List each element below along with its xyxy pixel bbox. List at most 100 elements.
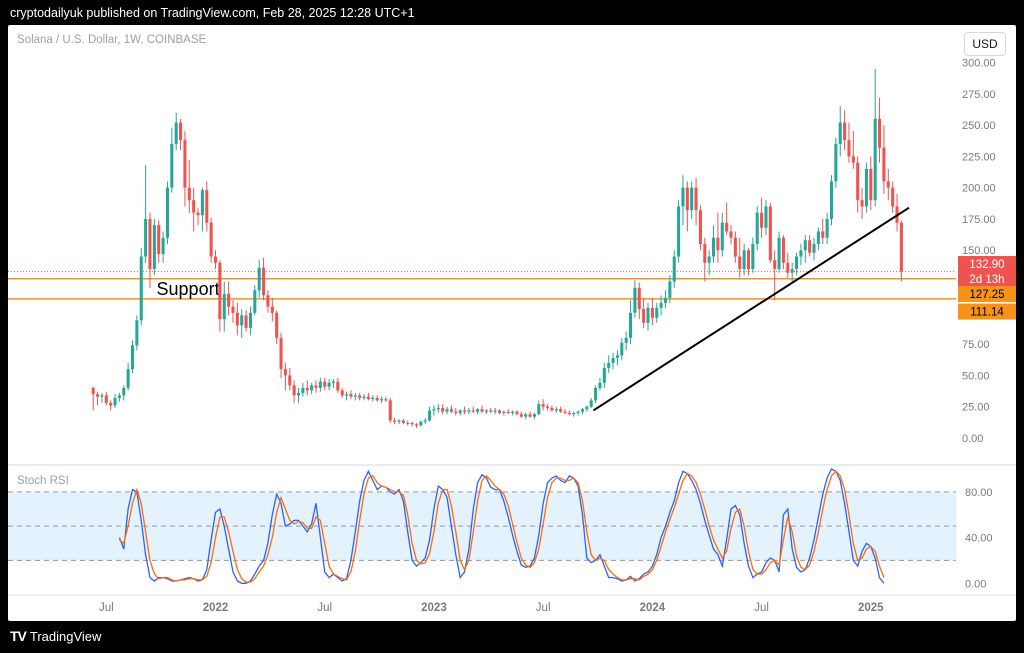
price-axis-tick: 150.00 <box>962 245 996 257</box>
candle-body <box>458 410 462 413</box>
candle-body <box>891 187 895 207</box>
candle-body <box>244 315 248 328</box>
candle-body <box>379 399 384 401</box>
candle-body <box>104 395 108 403</box>
candle-body <box>366 396 370 400</box>
candle-body <box>546 406 550 408</box>
candle-body <box>685 187 689 211</box>
candle-body <box>773 260 777 270</box>
candle-body <box>864 168 868 207</box>
candle-body <box>502 411 506 413</box>
price-label-bg <box>958 271 1016 288</box>
candle-body <box>834 143 838 182</box>
candle-body <box>860 200 864 207</box>
candle-body <box>799 250 803 257</box>
candle-body <box>856 162 860 201</box>
price-axis-tick: 300.00 <box>962 58 996 70</box>
price-axis-tick: 75.00 <box>962 339 990 351</box>
price-label: 132.90 <box>969 259 1004 271</box>
candle-body <box>611 357 615 363</box>
candle-body <box>541 404 545 407</box>
price-axis-tick: 0.00 <box>962 433 983 445</box>
candle-body <box>428 410 432 421</box>
candle-body <box>445 409 449 412</box>
tradingview-logo-icon: TV <box>10 628 27 644</box>
candle-body <box>821 231 825 238</box>
candle-body <box>550 407 554 411</box>
candle-body <box>506 411 510 413</box>
candle-body <box>659 302 663 308</box>
tradingview-footer[interactable]: TV TradingView <box>10 628 101 644</box>
time-axis-tick: 2022 <box>203 602 229 614</box>
price-label: 111.14 <box>970 307 1004 319</box>
candle-body <box>795 256 799 270</box>
publisher-header: cryptodailyuk published on TradingView.c… <box>10 6 415 20</box>
candle-body <box>633 287 637 313</box>
stoch-axis-tick: 0.00 <box>965 578 986 590</box>
candle-body <box>218 262 222 320</box>
candle-body <box>725 222 729 232</box>
candle-body <box>576 411 580 413</box>
candle-body <box>283 369 287 376</box>
candle-body <box>126 369 130 388</box>
candle-body <box>310 385 314 391</box>
candle-body <box>174 122 178 144</box>
candle-body <box>318 381 322 388</box>
candle-body <box>629 312 633 338</box>
candle-body <box>279 337 283 370</box>
candle-body <box>681 187 685 207</box>
candle-body <box>467 410 471 412</box>
candle-body <box>620 342 624 356</box>
candle-body <box>183 140 187 188</box>
candle-body <box>222 294 226 320</box>
candle-body <box>497 410 502 413</box>
price-label-bg <box>958 286 1016 303</box>
candle-body <box>266 295 270 307</box>
candle-body <box>100 395 104 397</box>
price-axis-tick: 250.00 <box>962 120 996 132</box>
price-axis-tick: 175.00 <box>962 214 996 226</box>
price-axis-tick: 275.00 <box>962 89 996 101</box>
candle-body <box>423 420 427 422</box>
price-axis-tick: 200.00 <box>962 183 996 195</box>
candle-body <box>672 256 676 282</box>
candle-body <box>646 307 650 323</box>
candle-body <box>144 218 148 257</box>
candle-body <box>449 409 453 412</box>
candle-body <box>563 411 567 413</box>
candle-body <box>345 394 349 396</box>
trendline <box>592 206 910 412</box>
candle-body <box>231 306 235 313</box>
candle-body <box>694 187 698 211</box>
candle-body <box>314 385 318 388</box>
price-label-bg <box>958 256 1016 273</box>
price-label-bg <box>958 303 1016 320</box>
chart-svg[interactable]: 300.00 275.00 250.00 225.00 200.00 175.00 150.… <box>8 25 1016 621</box>
candle-body <box>489 410 493 412</box>
candle-body <box>580 409 585 412</box>
candle-body <box>432 409 436 411</box>
candle-body <box>567 412 571 415</box>
candle-body <box>847 140 851 157</box>
candle-body <box>777 237 781 270</box>
candle-body <box>179 122 183 141</box>
candle-body <box>594 387 598 401</box>
candle-body <box>157 225 161 254</box>
candle-body <box>655 307 659 318</box>
candle-body <box>712 237 716 257</box>
time-axis-tick: 2024 <box>640 602 666 614</box>
candle-body <box>511 411 515 413</box>
candle-body <box>528 414 532 417</box>
candle-body <box>637 287 641 310</box>
candle-body <box>187 187 191 201</box>
currency-button[interactable]: USD <box>964 32 1006 56</box>
candle-body <box>663 297 668 303</box>
candle-body <box>786 262 790 273</box>
stoch-line-d <box>119 470 885 583</box>
price-label: 2d 13h <box>969 274 1004 286</box>
candle-body <box>353 395 357 397</box>
candle-body <box>602 367 606 383</box>
candle-body <box>471 410 475 412</box>
candle-body <box>742 250 746 270</box>
candle-body <box>808 240 812 253</box>
